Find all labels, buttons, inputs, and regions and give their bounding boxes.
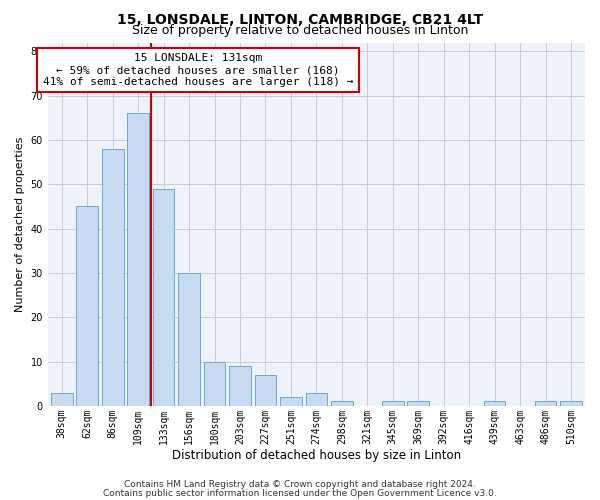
Bar — [331, 402, 353, 406]
Bar — [280, 397, 302, 406]
Bar — [254, 375, 276, 406]
Bar — [102, 149, 124, 406]
Bar — [178, 273, 200, 406]
Bar — [407, 402, 429, 406]
Bar — [305, 392, 327, 406]
Y-axis label: Number of detached properties: Number of detached properties — [15, 136, 25, 312]
Text: Contains public sector information licensed under the Open Government Licence v3: Contains public sector information licen… — [103, 488, 497, 498]
Text: 15 LONSDALE: 131sqm
← 59% of detached houses are smaller (168)
41% of semi-detac: 15 LONSDALE: 131sqm ← 59% of detached ho… — [43, 54, 353, 86]
Bar — [127, 114, 149, 406]
Bar — [229, 366, 251, 406]
Bar — [51, 392, 73, 406]
Bar — [560, 402, 582, 406]
Text: Contains HM Land Registry data © Crown copyright and database right 2024.: Contains HM Land Registry data © Crown c… — [124, 480, 476, 489]
Bar — [204, 362, 226, 406]
X-axis label: Distribution of detached houses by size in Linton: Distribution of detached houses by size … — [172, 450, 461, 462]
Bar — [153, 189, 175, 406]
Text: Size of property relative to detached houses in Linton: Size of property relative to detached ho… — [132, 24, 468, 37]
Bar — [484, 402, 505, 406]
Text: 15, LONSDALE, LINTON, CAMBRIDGE, CB21 4LT: 15, LONSDALE, LINTON, CAMBRIDGE, CB21 4L… — [117, 12, 483, 26]
Bar — [76, 206, 98, 406]
Bar — [535, 402, 556, 406]
Bar — [382, 402, 404, 406]
